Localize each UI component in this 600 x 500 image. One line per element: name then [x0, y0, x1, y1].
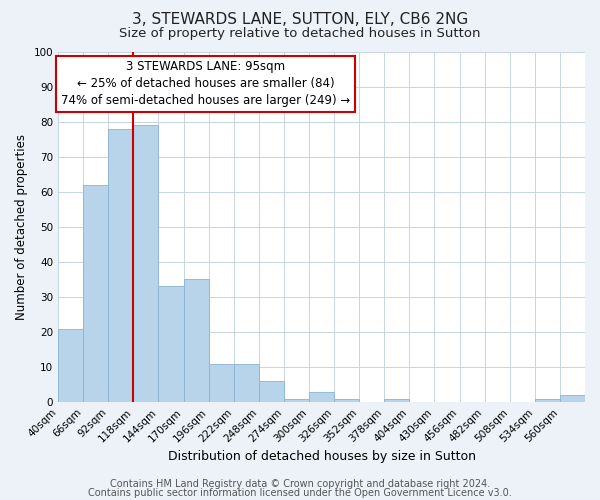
Bar	[58, 328, 83, 402]
Text: Contains public sector information licensed under the Open Government Licence v3: Contains public sector information licen…	[88, 488, 512, 498]
Bar	[83, 185, 108, 402]
Bar	[535, 398, 560, 402]
Bar	[560, 395, 585, 402]
Bar	[158, 286, 184, 402]
Bar	[334, 398, 359, 402]
Bar	[233, 364, 259, 402]
Text: Contains HM Land Registry data © Crown copyright and database right 2024.: Contains HM Land Registry data © Crown c…	[110, 479, 490, 489]
Y-axis label: Number of detached properties: Number of detached properties	[15, 134, 28, 320]
Bar	[184, 280, 209, 402]
Bar	[259, 381, 284, 402]
Text: 3, STEWARDS LANE, SUTTON, ELY, CB6 2NG: 3, STEWARDS LANE, SUTTON, ELY, CB6 2NG	[132, 12, 468, 28]
Bar	[209, 364, 233, 402]
Bar	[284, 398, 309, 402]
Text: Size of property relative to detached houses in Sutton: Size of property relative to detached ho…	[119, 28, 481, 40]
Bar	[309, 392, 334, 402]
Bar	[108, 128, 133, 402]
Text: 3 STEWARDS LANE: 95sqm
← 25% of detached houses are smaller (84)
74% of semi-det: 3 STEWARDS LANE: 95sqm ← 25% of detached…	[61, 60, 350, 108]
X-axis label: Distribution of detached houses by size in Sutton: Distribution of detached houses by size …	[167, 450, 476, 462]
Bar	[133, 125, 158, 402]
Bar	[384, 398, 409, 402]
